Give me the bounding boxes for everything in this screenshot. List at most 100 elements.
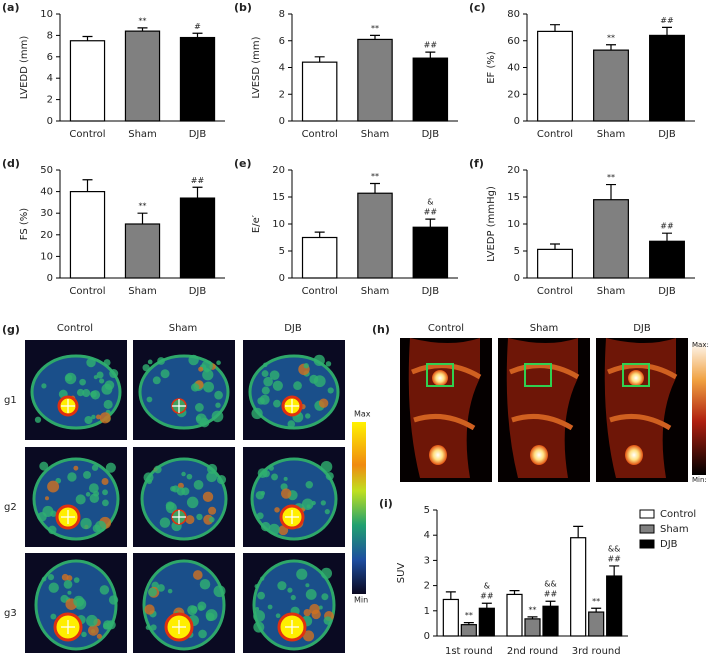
pet-speckle [81, 631, 87, 638]
pet-speckle [90, 390, 101, 400]
pet-speckle [257, 468, 268, 479]
pet-speckle [82, 389, 91, 398]
pet-speckle [305, 583, 310, 588]
bar [537, 30, 573, 122]
pet-speckle [271, 473, 279, 481]
pet-speckle [324, 509, 330, 515]
y-tick-label: 2 [47, 95, 53, 106]
pet-speckle [211, 410, 224, 423]
pet-speckle [152, 376, 161, 385]
roi-box [426, 363, 454, 387]
pet-speckle [91, 414, 96, 420]
pet-speckle [296, 568, 308, 580]
y-tick-label: 4 [424, 530, 430, 541]
bar [69, 40, 106, 122]
pet-speckle [157, 584, 165, 592]
scale-min: Min: [692, 476, 707, 484]
error-bar [606, 44, 616, 51]
pet-speckle [102, 489, 108, 496]
pet-speckle [47, 574, 55, 581]
x-tick-label: Control [302, 286, 338, 297]
pet-speckle [41, 576, 47, 582]
legend-swatch [639, 539, 655, 549]
pet-speckle [197, 601, 207, 611]
y-tick-label: 50 [40, 165, 53, 176]
pet-speckle [147, 359, 153, 365]
pet-speckle [253, 621, 265, 633]
pet-speckle [102, 622, 110, 630]
scale-max: Max: [692, 341, 709, 349]
pet-speckle [321, 593, 329, 601]
error-bar [545, 600, 556, 607]
crosshair [172, 399, 186, 413]
bar [606, 575, 623, 637]
bar [570, 537, 587, 637]
pet-speckle [44, 496, 50, 501]
pet-speckle [206, 471, 218, 483]
pet-speckle [325, 472, 334, 481]
pet-speckle [280, 488, 292, 499]
pet-speckle [204, 368, 210, 373]
error-bar [82, 35, 93, 41]
x-tick-label: 3rd round [572, 646, 621, 657]
bar [588, 611, 605, 637]
pet-speckle [268, 465, 274, 471]
legend-label: Control [660, 509, 696, 520]
significance-label: & [427, 198, 433, 207]
pet-speckle [61, 573, 69, 581]
pet-speckle [146, 478, 153, 485]
legend-swatch [639, 509, 655, 519]
pet-speckle [67, 590, 72, 595]
significance-label: && [608, 544, 620, 553]
bar [649, 240, 685, 279]
pet-speckle [216, 360, 221, 366]
pet-speckle [305, 413, 311, 419]
significance-label: ** [592, 597, 600, 606]
error-bar [425, 218, 436, 228]
pet-speckle [48, 582, 59, 593]
error-bar [370, 182, 380, 194]
pet-speckle [192, 570, 203, 580]
error-bar [606, 183, 616, 200]
panel-label: (b) [234, 1, 252, 14]
x-tick-label: Control [302, 129, 338, 140]
pet-speckle [85, 492, 91, 497]
pet-speckle [103, 399, 113, 410]
y-tick-label: 40 [40, 187, 53, 198]
column-label: Sham [169, 323, 198, 334]
pet-speckle [269, 370, 280, 381]
pet-speckle [277, 581, 287, 591]
significance-label: ** [607, 33, 615, 42]
crosshair [172, 620, 186, 634]
significance-label: ** [371, 172, 379, 181]
x-tick-label: DJB [422, 129, 440, 140]
pet-heart [432, 370, 448, 386]
column-label: DJB [633, 323, 651, 334]
pet-speckle [267, 604, 273, 610]
pet-speckle [142, 364, 150, 372]
y-tick-label: 60 [507, 36, 520, 47]
y-tick-label: 0 [514, 116, 520, 127]
error-bar [662, 26, 672, 36]
error-bar [192, 32, 203, 38]
y-tick-label: 20 [40, 230, 53, 241]
pet-speckle [177, 482, 184, 489]
pet-speckle [194, 403, 204, 412]
pet-speckle [190, 383, 200, 392]
x-tick-label: 1st round [445, 646, 493, 657]
pet-speckle [305, 589, 317, 600]
x-tick-label: Control [69, 286, 105, 297]
pet-speckle [73, 595, 85, 607]
pet-speckle [216, 474, 227, 485]
x-tick-label: Sham [128, 129, 157, 140]
column-label: Control [428, 323, 464, 334]
y-tick-label: 0 [424, 631, 430, 642]
pet-heart [628, 370, 644, 386]
pet-speckle [148, 587, 157, 597]
y-tick-label: 80 [507, 9, 520, 20]
bar [593, 49, 629, 122]
y-tick-label: 2 [424, 581, 430, 592]
scale-min: Min [354, 596, 368, 605]
pet-speckle [274, 507, 280, 513]
pet-speckle [255, 606, 260, 611]
